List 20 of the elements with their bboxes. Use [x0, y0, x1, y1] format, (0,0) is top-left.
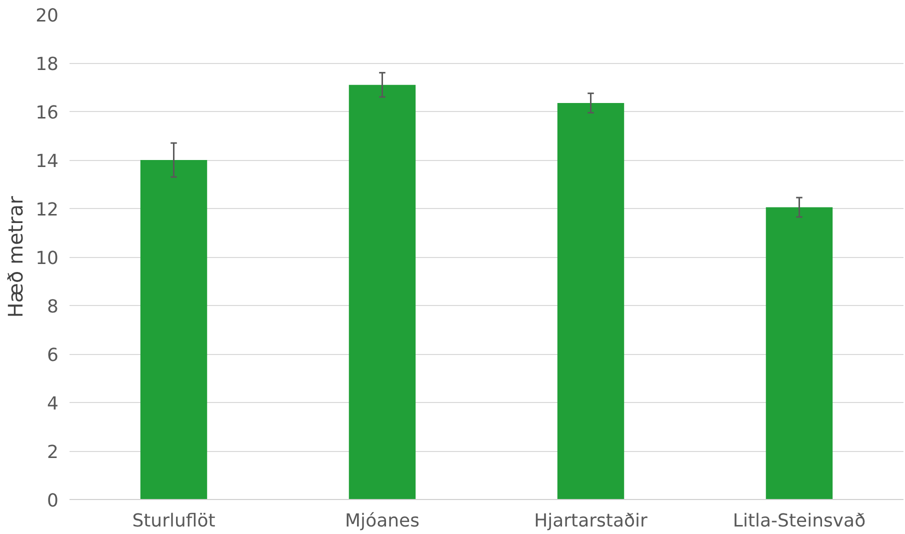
y-tick-label: 12 [36, 200, 58, 220]
bar [557, 103, 624, 500]
x-tick-label: Litla-Steinsvað [732, 510, 866, 532]
y-tick-label: 6 [47, 345, 58, 366]
y-tick-label: 2 [47, 442, 58, 463]
y-axis-title: Hæð metrar [4, 195, 28, 318]
y-tick-label: 18 [36, 54, 58, 75]
bar [766, 207, 833, 500]
y-tick-label: 0 [47, 490, 58, 512]
bar [348, 84, 416, 500]
y-tick-label: 14 [36, 151, 58, 172]
y-tick-label: 4 [47, 394, 58, 414]
bar [140, 160, 208, 500]
y-tick-label: 8 [47, 296, 58, 318]
y-tick-label: 20 [36, 6, 58, 26]
x-tick-label: Mjóanes [345, 510, 420, 532]
x-tick-label: Hjartarstaðir [534, 510, 648, 532]
x-tick-label: Sturluflöt [132, 510, 216, 532]
y-tick-label: 16 [36, 102, 58, 124]
y-tick-label: 10 [36, 248, 58, 269]
